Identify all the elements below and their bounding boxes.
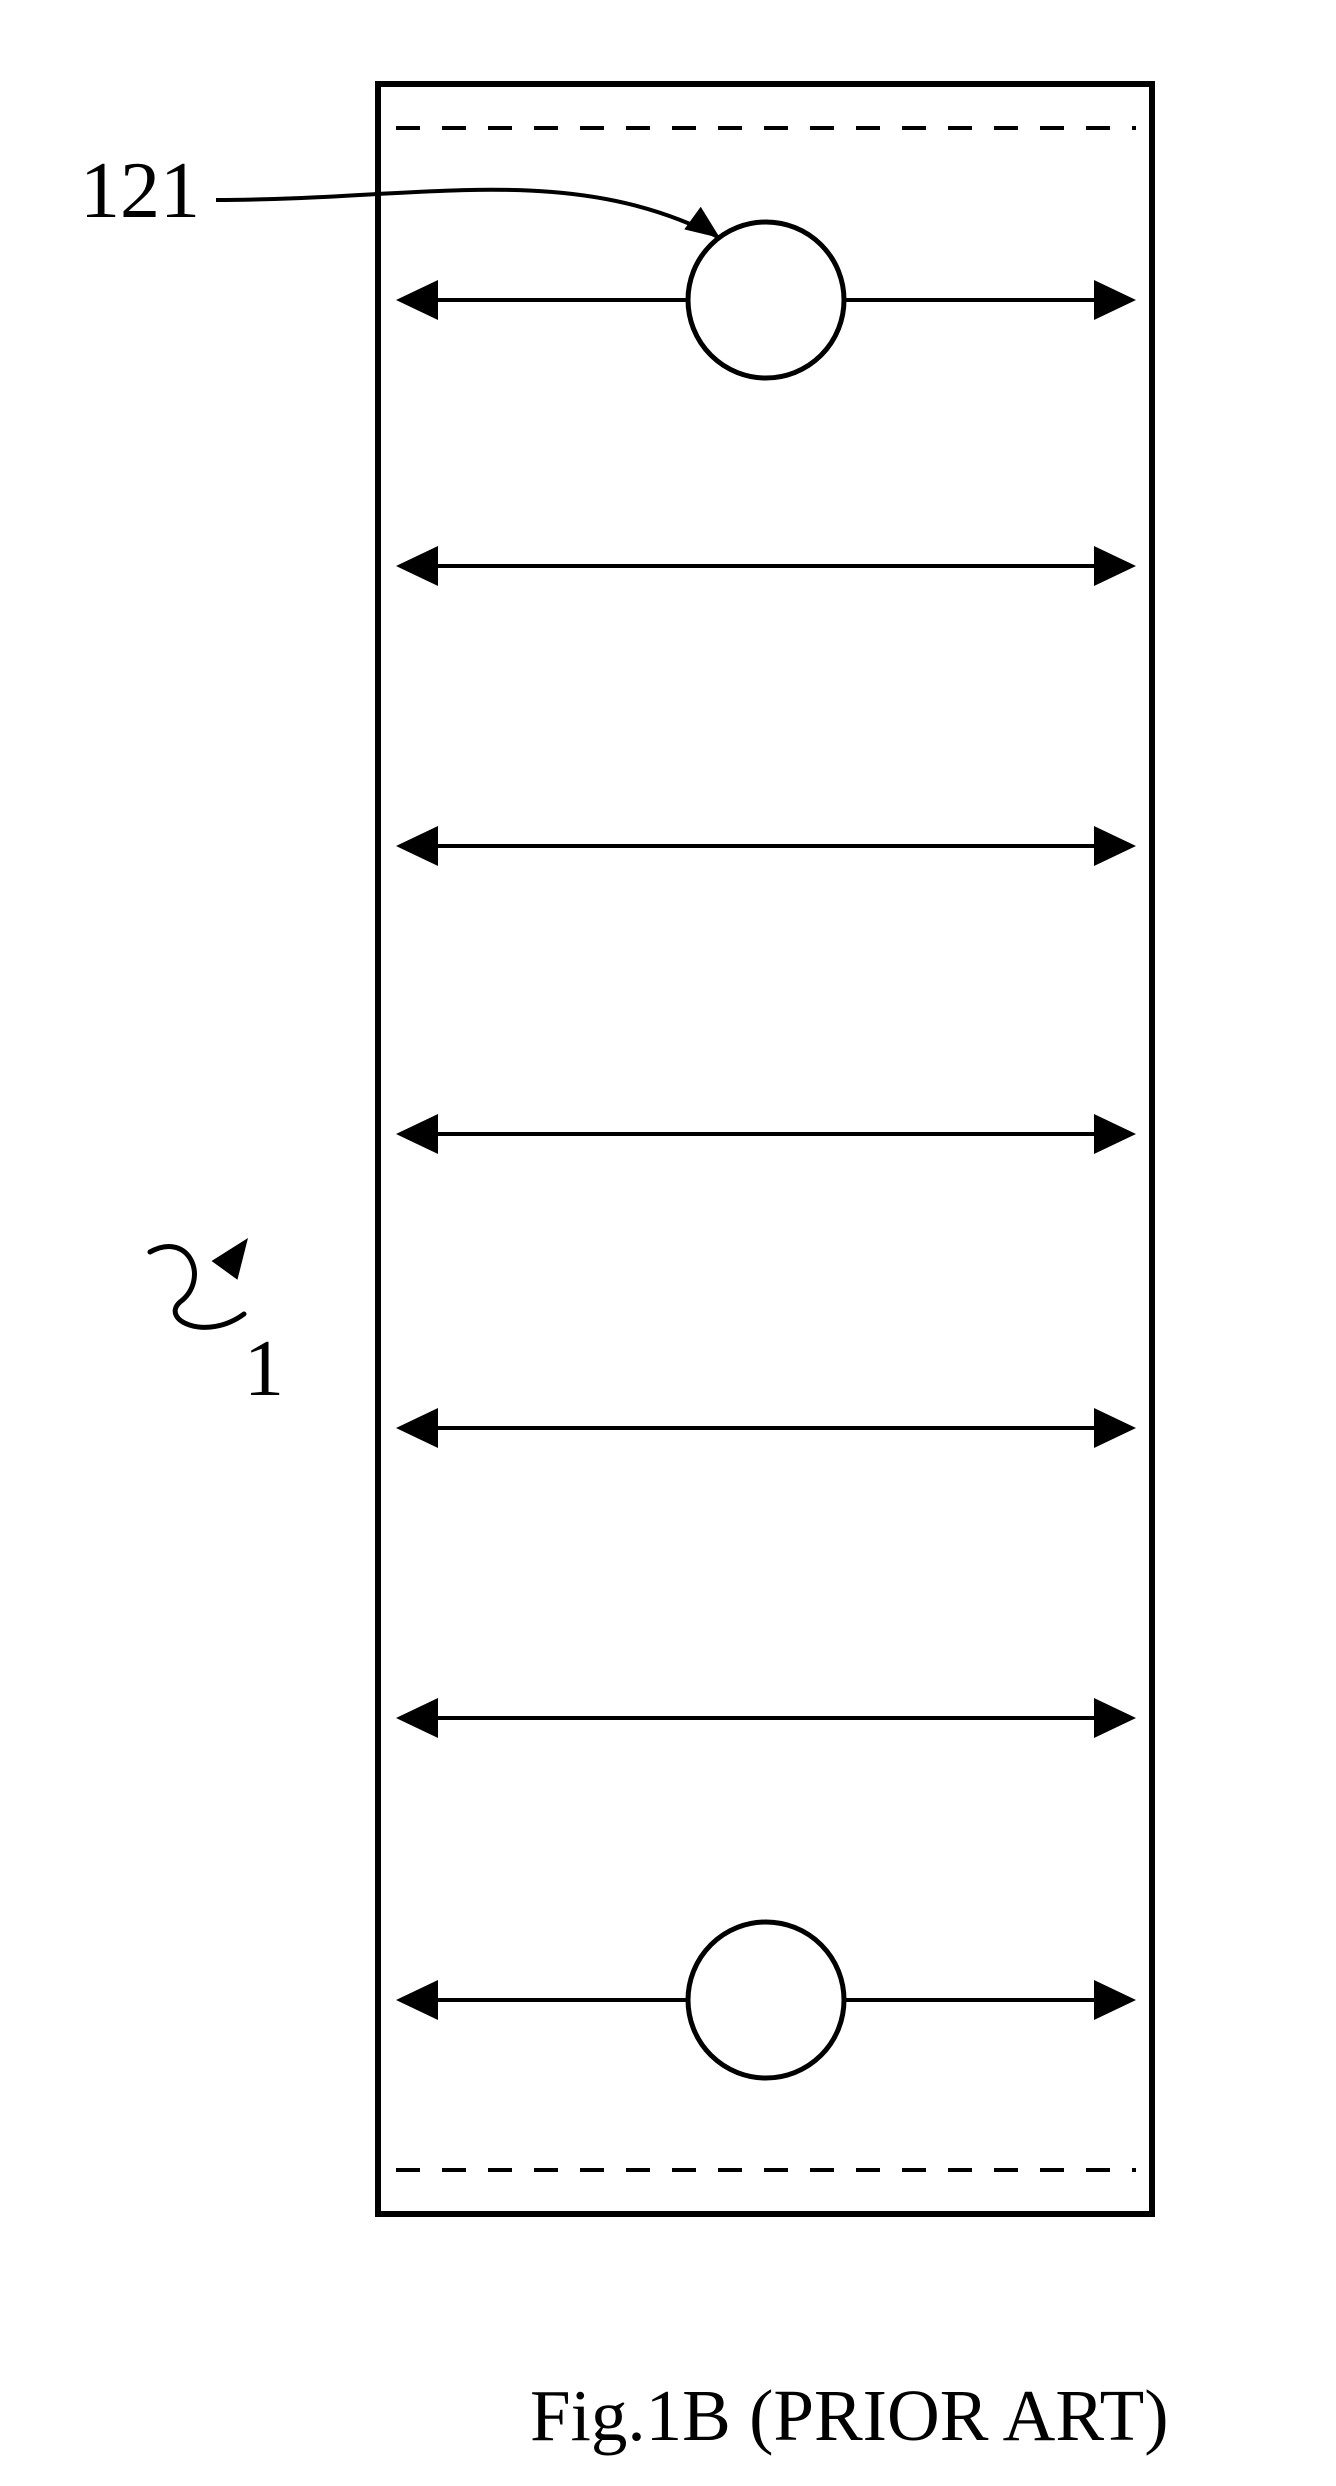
- diagram-svg: [0, 0, 1336, 2486]
- caption-suffix: (PRIOR ART): [749, 2375, 1168, 2456]
- figure-caption: Fig.1B (PRIOR ART): [530, 2374, 1169, 2458]
- reference-label-1: 1: [244, 1324, 284, 1415]
- caption-prefix: Fig.1B: [530, 2375, 749, 2456]
- figure-stage: 121 1 Fig.1B (PRIOR ART): [0, 0, 1336, 2486]
- reference-label-121: 121: [80, 146, 200, 237]
